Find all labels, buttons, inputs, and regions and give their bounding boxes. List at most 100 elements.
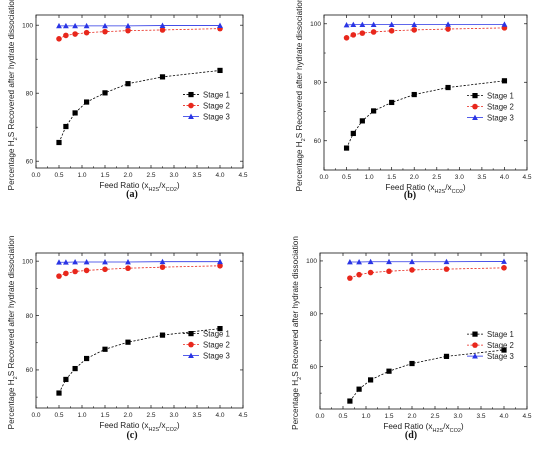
series-stage-1: [56, 325, 223, 396]
x-axis-label: Feed Ratio (xH2S/xCO2): [99, 181, 180, 193]
data-point: [501, 347, 507, 353]
series-stage-1: [347, 347, 507, 404]
data-point: [356, 386, 362, 392]
data-point: [63, 22, 69, 29]
series-stage-2: [347, 265, 507, 281]
data-point: [370, 29, 377, 35]
data-point: [388, 21, 395, 28]
data-point: [56, 273, 62, 279]
x-tick-label: 4.0: [499, 413, 508, 420]
y-axis-label: Percentage H2S Recovered after hydrate d…: [291, 236, 303, 430]
data-point: [83, 22, 90, 29]
legend-marker: [472, 331, 478, 337]
legend-label: Stage 3: [203, 112, 230, 121]
y-tick-label: 60: [310, 364, 318, 371]
x-tick-label: 0.5: [54, 172, 63, 179]
data-point: [445, 26, 451, 32]
x-tick-label: 0.5: [54, 412, 63, 419]
data-point: [409, 258, 415, 265]
legend-marker: [472, 342, 478, 348]
data-point: [72, 365, 78, 372]
data-point: [501, 78, 508, 84]
data-point: [350, 32, 357, 38]
data-point: [84, 355, 90, 362]
legend-label: Stage 3: [203, 351, 230, 360]
x-tick-label: 0.5: [338, 413, 347, 420]
x-tick-label: 1.5: [387, 174, 396, 181]
y-tick-label: 80: [26, 91, 34, 98]
data-point: [159, 27, 166, 33]
data-point: [370, 21, 377, 28]
x-tick-label: 4.0: [215, 172, 224, 179]
y-tick-label: 80: [314, 80, 322, 87]
data-point: [63, 270, 69, 277]
data-point: [56, 390, 62, 396]
y-axis-label: Percentage H2S Recovered after hydrate d…: [7, 235, 19, 429]
panel-caption: (a): [126, 189, 138, 200]
data-point: [217, 67, 223, 74]
x-tick-label: 4.5: [522, 413, 531, 420]
x-tick-label: 3.0: [169, 172, 178, 179]
data-point: [125, 339, 131, 345]
x-tick-label: 0.0: [319, 174, 328, 181]
data-point: [159, 74, 166, 80]
chart-panel-1: 0.0 0.5 1.0 1.5 2.0 2.5 3.0 3.5 4.0 4.5 60 80 100 Fee…: [7, 0, 248, 200]
data-point: [102, 90, 108, 96]
data-point: [72, 31, 78, 37]
data-point: [367, 269, 374, 276]
legend-label: Stage 2: [203, 101, 230, 110]
x-tick-label: 1.5: [384, 413, 393, 420]
series-line: [349, 261, 505, 263]
x-tick-label: 2.0: [123, 172, 132, 179]
y-tick-label: 80: [26, 313, 34, 320]
x-tick-label: 1.0: [365, 174, 374, 181]
chart-panel-3: 0.0 0.5 1.0 1.5 2.0 2.5 3.0 3.5 4.0 4.5 60 80 100 Fee…: [7, 235, 248, 441]
data-point: [217, 22, 223, 28]
legend-label: Stage 2: [487, 102, 514, 111]
legend-marker: [472, 103, 478, 110]
x-tick-label: 4.5: [238, 412, 247, 419]
data-point: [72, 110, 78, 116]
x-tick-label: 0.0: [31, 412, 40, 419]
data-point: [217, 258, 223, 265]
series-stage-2: [343, 25, 508, 41]
data-point: [159, 332, 166, 338]
data-point: [386, 368, 392, 374]
data-point: [125, 81, 131, 87]
data-point: [350, 21, 357, 28]
data-point: [347, 275, 353, 281]
chart-panel-4: 0.0 0.5 1.0 1.5 2.0 2.5 3.0 3.5 4.0 4.5 60 80 100 Fee…: [291, 236, 532, 441]
data-point: [343, 35, 350, 41]
data-point: [102, 266, 108, 273]
data-point: [356, 258, 362, 265]
x-tick-label: 1.0: [77, 172, 86, 179]
data-point: [159, 258, 166, 265]
x-tick-label: 1.0: [361, 413, 370, 420]
data-point: [350, 130, 356, 137]
x-tick-label: 2.0: [407, 413, 416, 420]
x-tick-label: 4.0: [215, 412, 224, 419]
x-tick-label: 4.0: [500, 174, 509, 181]
data-point: [102, 346, 108, 352]
series-stage-1: [343, 78, 508, 151]
data-point: [411, 27, 418, 33]
legend-marker: [472, 93, 478, 99]
x-tick-label: 3.5: [477, 174, 486, 181]
data-point: [501, 21, 508, 27]
data-point: [367, 258, 374, 265]
data-point: [72, 268, 78, 275]
legend: Stage 1 Stage 2 Stage 3: [467, 330, 514, 361]
y-tick-label: 100: [310, 21, 321, 28]
data-point: [83, 267, 90, 274]
y-tick-label: 60: [26, 367, 34, 374]
data-point: [359, 118, 365, 124]
legend: Stage 1 Stage 2 Stage 3: [183, 329, 230, 360]
x-tick-label: 0.0: [315, 413, 324, 420]
legend-marker: [472, 353, 478, 359]
x-axis-label: Feed Ratio (xH2S/xCO2): [99, 421, 180, 433]
legend: Stage 1 Stage 2 Stage 3: [183, 90, 230, 121]
data-point: [56, 22, 62, 29]
data-point: [347, 258, 353, 265]
x-axis-label: Feed Ratio (xH2S/xCO2): [385, 183, 466, 195]
data-point: [102, 28, 108, 35]
